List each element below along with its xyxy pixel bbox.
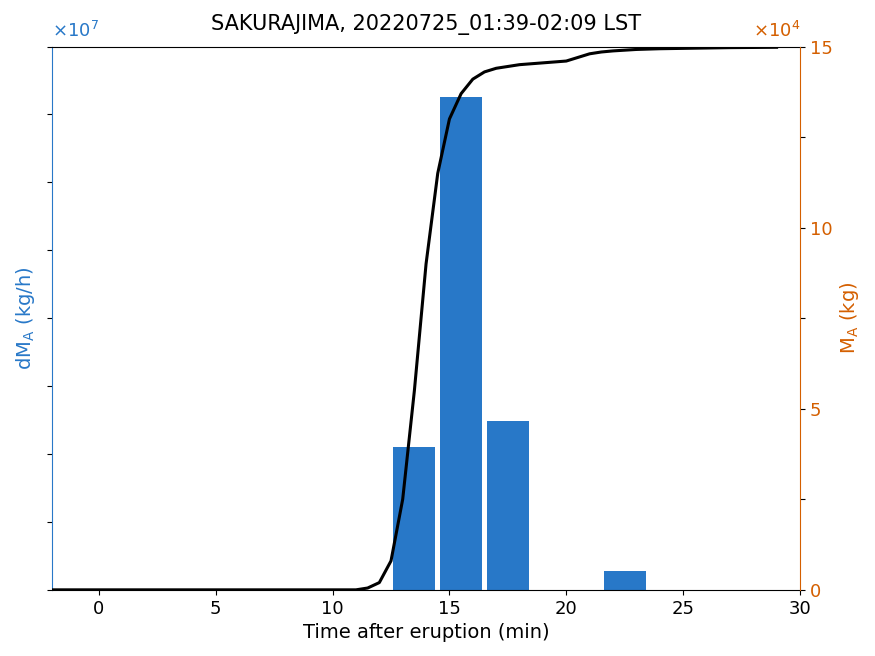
Y-axis label: $\mathregular{M_A}$ (kg): $\mathregular{M_A}$ (kg): [838, 282, 861, 354]
Title: SAKURAJIMA, 20220725_01:39-02:09 LST: SAKURAJIMA, 20220725_01:39-02:09 LST: [211, 14, 641, 35]
Bar: [487, 421, 528, 590]
X-axis label: Time after eruption (min): Time after eruption (min): [303, 623, 550, 642]
Y-axis label: $\mathregular{dM_A}$ (kg/h): $\mathregular{dM_A}$ (kg/h): [14, 266, 37, 370]
Bar: [440, 98, 482, 590]
Bar: [394, 447, 436, 590]
Text: $\times 10^4$: $\times 10^4$: [752, 21, 800, 41]
Bar: [604, 571, 646, 590]
Text: $\times 10^7$: $\times 10^7$: [52, 21, 99, 41]
